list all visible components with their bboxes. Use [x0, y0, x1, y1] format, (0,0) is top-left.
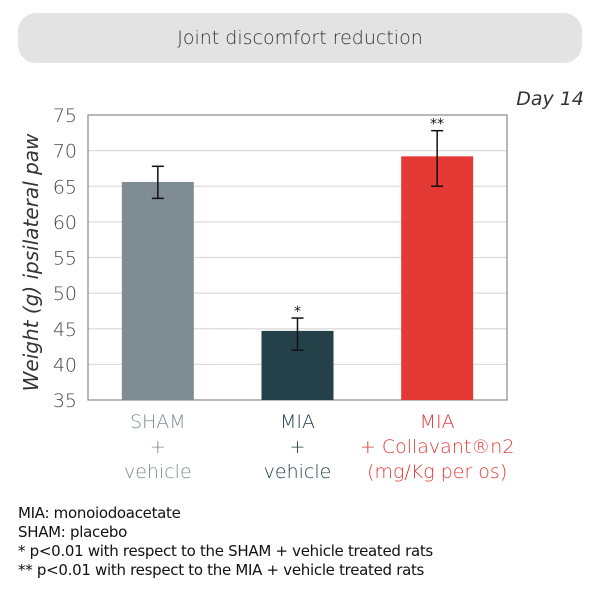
- y-tick-label: 70: [53, 141, 77, 163]
- x-category-label: (mg/Kg per os): [367, 461, 507, 483]
- y-tick-label: 55: [53, 248, 77, 270]
- y-tick-label: 65: [53, 176, 77, 198]
- x-category-label: SHAM: [130, 411, 186, 433]
- x-category-label: + Collavant®n2: [360, 436, 515, 458]
- x-category-label: +: [290, 436, 306, 458]
- chart-title: Joint discomfort reduction: [177, 27, 423, 49]
- x-category-label: vehicle: [264, 461, 332, 483]
- x-category-label: +: [150, 436, 166, 458]
- y-tick-label: 60: [53, 212, 77, 234]
- y-tick-label: 45: [53, 319, 77, 341]
- x-category-label: MIA: [280, 411, 315, 433]
- x-category-label: vehicle: [124, 461, 192, 483]
- significance-label: *: [294, 304, 301, 320]
- footnote: ** p<0.01 with respect to the MIA + vehi…: [18, 561, 425, 579]
- x-category-label: MIA: [420, 411, 455, 433]
- chart-subtitle: Day 14: [516, 88, 584, 110]
- y-tick-label: 35: [53, 390, 77, 412]
- y-tick-label: 50: [53, 283, 77, 305]
- y-tick-label: 40: [53, 354, 77, 376]
- bar-chart: 35 40 45 50 55 60 65 70 75 SHAM + vehicle * MIA + vehic…: [19, 88, 584, 483]
- y-tick-label: 75: [53, 105, 77, 127]
- footnote: SHAM: placebo: [18, 523, 127, 541]
- footnotes: MIA: monoiodoacetate SHAM: placebo * p<0…: [18, 504, 433, 580]
- footnote: MIA: monoiodoacetate: [18, 504, 181, 522]
- chart-title-banner: Joint discomfort reduction: [18, 13, 582, 63]
- footnote: * p<0.01 with respect to the SHAM + vehi…: [18, 542, 433, 560]
- bar: [401, 156, 474, 400]
- bar: [121, 181, 194, 400]
- significance-label: **: [430, 117, 444, 133]
- y-axis-label: Weight (g) ipsilateral paw: [19, 133, 43, 391]
